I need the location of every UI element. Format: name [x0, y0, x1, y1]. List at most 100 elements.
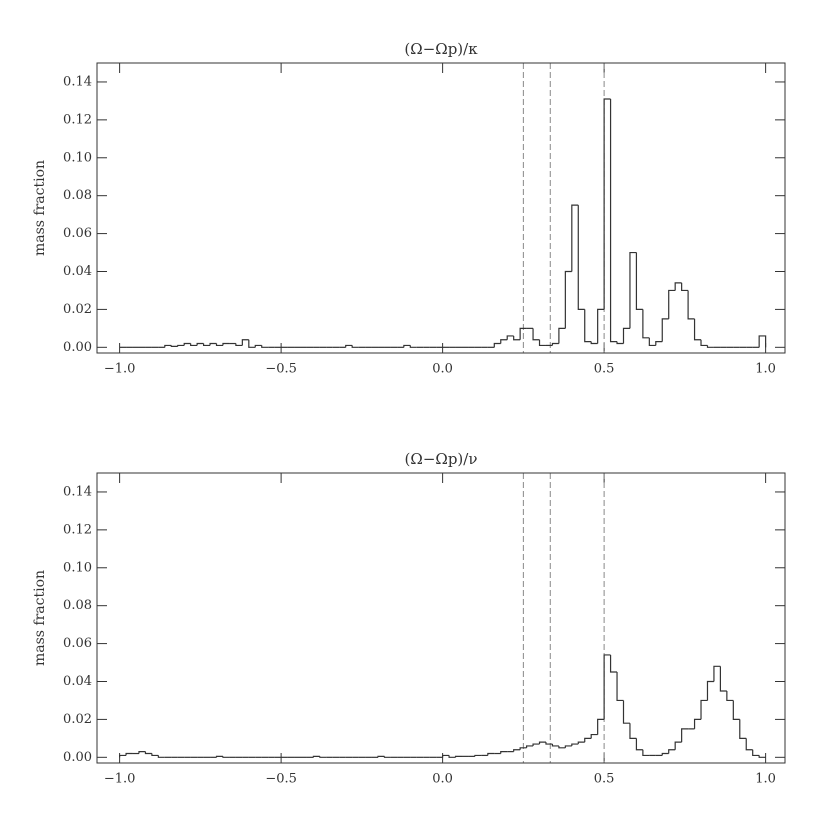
histogram-step: [713, 665, 721, 682]
histogram-step: [590, 341, 598, 345]
histogram-step: [739, 719, 747, 739]
histogram-step: [661, 318, 669, 342]
histogram-step: [519, 327, 527, 340]
histogram-step: [209, 342, 217, 346]
y-tick-label: 0.12: [63, 112, 92, 127]
histogram-step: [590, 733, 598, 739]
histogram-step: [758, 335, 767, 348]
histogram-step: [616, 341, 624, 345]
histogram-step: [409, 345, 417, 348]
histogram-step: [403, 344, 411, 348]
histogram-step: [525, 745, 534, 748]
y-tick-label: 0.02: [63, 712, 92, 727]
histogram-step: [661, 752, 669, 756]
histogram-step: [261, 345, 269, 348]
histogram-step: [681, 728, 689, 743]
y-tick-label: 0.14: [63, 484, 92, 499]
y-axis-label: mass fraction: [32, 570, 48, 666]
histogram-step: [571, 204, 579, 272]
histogram-step: [215, 343, 223, 347]
y-tick-label: 0.00: [63, 750, 92, 765]
x-tick-label: −0.5: [265, 772, 297, 787]
histogram-step: [248, 339, 256, 348]
histogram-step: [196, 342, 204, 346]
histogram-step: [622, 700, 630, 724]
histogram-step: [603, 654, 611, 720]
histogram-step: [584, 737, 592, 743]
histogram-step: [487, 752, 495, 756]
histogram-step: [674, 741, 682, 750]
y-tick-label: 0.00: [63, 340, 92, 355]
y-tick-label: 0.04: [63, 674, 92, 689]
histogram-step: [616, 672, 624, 702]
y-tick-label: 0.06: [63, 636, 92, 651]
plot-frame: [96, 62, 786, 354]
x-tick-label: 0.5: [594, 772, 615, 787]
histogram-step: [629, 723, 637, 739]
chart-title: (Ω−Ωp)/ν: [405, 450, 478, 468]
histogram-step: [448, 755, 456, 758]
histogram-step: [202, 343, 211, 347]
histogram-step: [693, 718, 702, 729]
x-tick-label: −1.0: [104, 362, 136, 377]
histogram-step: [170, 345, 178, 347]
histogram-step: [732, 700, 740, 721]
histogram-step: [532, 743, 540, 746]
panel: (Ω−Ωp)/ν mass fraction 0.00 0.02 0.04 0.06 0.0…: [32, 450, 786, 787]
histogram-step: [157, 755, 165, 758]
histogram-step: [752, 749, 760, 757]
histogram-step: [383, 756, 391, 758]
panel: (Ω−Ωp)/κ mass fraction 0.00 0.02 0.04 0.06 0.0…: [32, 40, 786, 377]
histogram-step: [564, 270, 572, 329]
histogram-step: [571, 743, 579, 746]
histogram-step: [312, 755, 320, 758]
histogram-step: [603, 98, 611, 310]
y-axis-label: mass fraction: [32, 160, 48, 256]
histogram-step: [726, 690, 734, 702]
histogram-step: [545, 742, 553, 745]
histogram-step: [190, 343, 198, 347]
histogram-step: [635, 252, 643, 311]
histogram-step: [551, 744, 559, 747]
histogram-step: [442, 754, 450, 758]
histogram-step: [500, 751, 508, 754]
histogram-step: [706, 680, 714, 701]
histogram-step: [609, 654, 618, 673]
histogram-step: [597, 718, 605, 735]
histogram-step: [513, 749, 521, 752]
histogram-step: [706, 345, 714, 348]
x-tick-label: 1.0: [755, 772, 776, 787]
x-tick-label: −1.0: [104, 772, 136, 787]
histogram-step: [622, 327, 630, 344]
y-tick-label: 0.10: [63, 150, 92, 165]
histogram-step: [538, 339, 546, 347]
histogram-step: [538, 741, 546, 745]
histogram-step: [119, 754, 127, 758]
histogram-step: [351, 345, 359, 348]
histogram-step: [500, 339, 508, 344]
histogram-step: [681, 282, 689, 292]
histogram-step: [241, 339, 249, 346]
histogram-step: [125, 752, 133, 756]
histogram-step: [635, 738, 643, 751]
histogram-step: [648, 337, 656, 347]
histogram-step: [551, 342, 559, 346]
y-tick-label: 0.04: [63, 264, 92, 279]
y-tick-label: 0.02: [63, 302, 92, 317]
histogram-step: [164, 344, 172, 348]
histogram-step: [629, 251, 637, 329]
plot-frame: [96, 472, 786, 764]
histogram-step: [655, 341, 663, 346]
histogram-step: [609, 99, 618, 343]
histogram-step: [745, 738, 753, 751]
histogram-step: [687, 290, 695, 320]
histogram-step: [558, 327, 566, 344]
histogram-step: [138, 751, 146, 754]
histogram-step: [215, 755, 223, 758]
histogram-step: [577, 741, 585, 745]
histogram-step: [668, 289, 676, 319]
y-tick-label: 0.10: [63, 560, 92, 575]
histogram-step: [506, 335, 514, 340]
histogram-step: [222, 342, 230, 346]
